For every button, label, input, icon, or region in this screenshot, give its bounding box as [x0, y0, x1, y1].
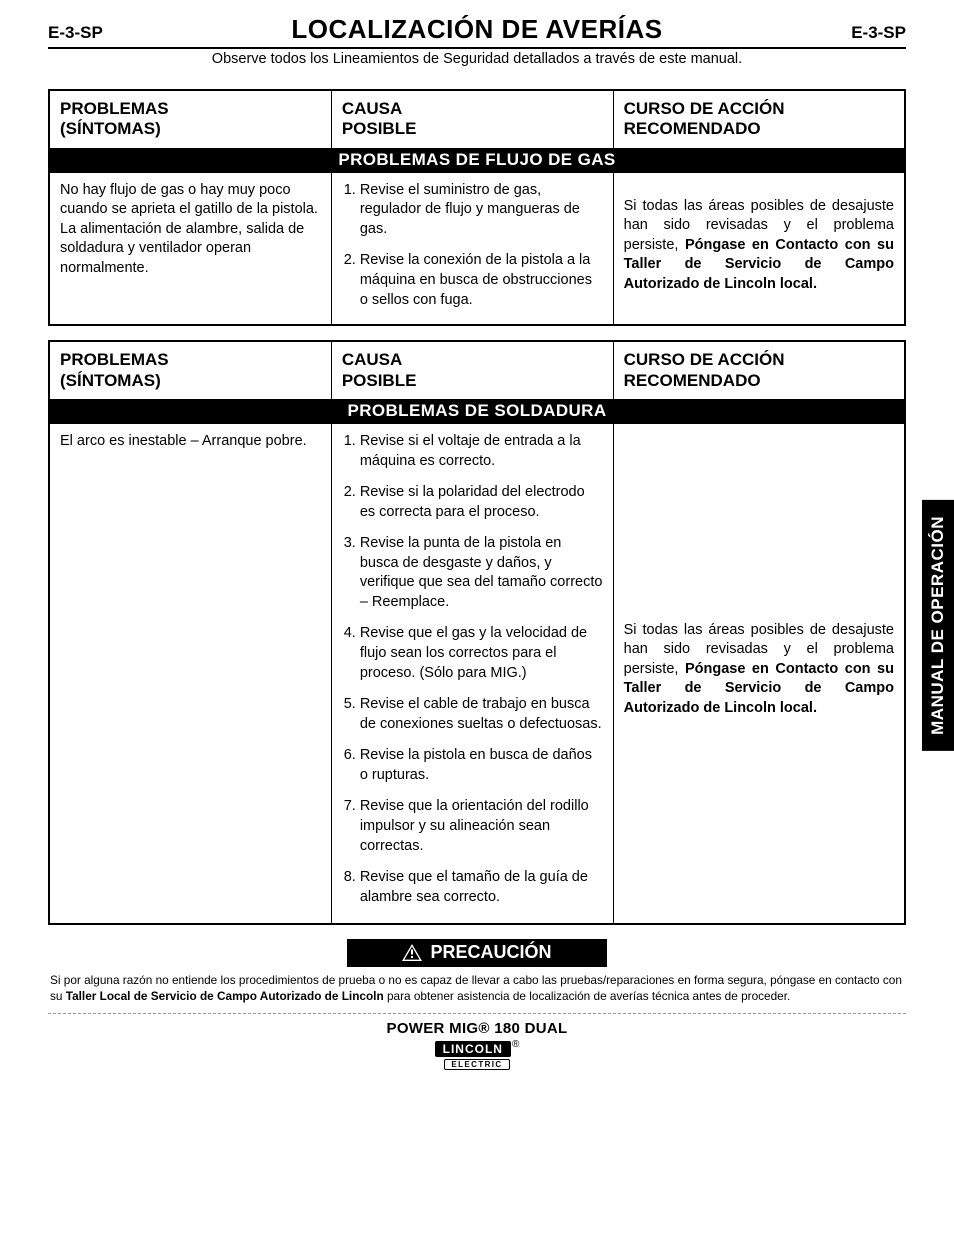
warning-icon [402, 944, 422, 961]
logo-reg-icon: ® [512, 1039, 519, 1050]
table-head: PROBLEMAS (SÍNTOMAS) CAUSA POSIBLE CURSO… [50, 342, 904, 399]
col-header-line: CURSO DE ACCIÓN [624, 350, 785, 369]
action-cell: Si todas las áreas posibles de desajuste… [614, 173, 904, 324]
page: E-3-SP LOCALIZACIÓN DE AVERÍAS E-3-SP Ob… [0, 0, 954, 1080]
caution-bold: Taller Local de Servicio de Campo Autori… [66, 989, 384, 1003]
recommendation-text: Si todas las áreas posibles de desajuste… [624, 197, 894, 295]
table-row: El arco es inestable – Arranque pobre. R… [50, 424, 904, 923]
col-header-symptoms: PROBLEMAS (SÍNTOMAS) [50, 91, 332, 148]
caution-text: Si por alguna razón no entiende los proc… [48, 973, 906, 1005]
troubleshoot-table-gas: PROBLEMAS (SÍNTOMAS) CAUSA POSIBLE CURSO… [48, 89, 906, 326]
action-cell: Si todas las áreas posibles de desajuste… [614, 424, 904, 923]
header-code-right: E-3-SP [851, 23, 906, 43]
list-item: Revise si el voltaje de entrada a la máq… [360, 432, 603, 471]
col-header-action: CURSO DE ACCIÓN RECOMENDADO [614, 91, 904, 148]
logo-top: LINCOLN [435, 1041, 511, 1057]
brand-logo: LINCOLN® ELECTRIC [48, 1039, 906, 1070]
list-item: Revise la punta de la pistola en busca d… [360, 534, 603, 612]
col-header-line: CAUSA [342, 99, 402, 118]
col-header-cause: CAUSA POSIBLE [332, 342, 614, 399]
page-title: LOCALIZACIÓN DE AVERÍAS [291, 14, 662, 45]
header-code-left: E-3-SP [48, 23, 103, 43]
header-subtitle: Observe todos los Lineamientos de Seguri… [48, 51, 906, 67]
col-header-line: POSIBLE [342, 371, 417, 390]
col-header-symptoms: PROBLEMAS (SÍNTOMAS) [50, 342, 332, 399]
table-row: No hay flujo de gas o hay muy poco cuand… [50, 173, 904, 324]
section-bar-weld: PROBLEMAS DE SOLDADURA [50, 399, 904, 424]
caution-bar: PRECAUCIÓN [347, 939, 607, 967]
list-item: Revise que el tamaño de la guía de alamb… [360, 868, 603, 907]
cause-cell: Revise el suministro de gas, regulador d… [332, 173, 614, 324]
col-header-line: RECOMENDADO [624, 119, 761, 138]
col-header-line: POSIBLE [342, 119, 417, 138]
list-item: Revise el cable de trabajo en busca de c… [360, 695, 603, 734]
logo-bottom: ELECTRIC [444, 1059, 510, 1070]
list-item: Revise el suministro de gas, regulador d… [360, 181, 603, 240]
header-row: E-3-SP LOCALIZACIÓN DE AVERÍAS E-3-SP [48, 14, 906, 49]
list-item: Revise que el gas y la velocidad de fluj… [360, 624, 603, 683]
table-head: PROBLEMAS (SÍNTOMAS) CAUSA POSIBLE CURSO… [50, 91, 904, 148]
list-item: Revise que la orientación del rodillo im… [360, 797, 603, 856]
col-header-line: CURSO DE ACCIÓN [624, 99, 785, 118]
list-item: Revise la conexión de la pistola a la má… [360, 251, 603, 310]
col-header-line: (SÍNTOMAS) [60, 371, 161, 390]
col-header-action: CURSO DE ACCIÓN RECOMENDADO [614, 342, 904, 399]
section-bar-gas: PROBLEMAS DE FLUJO DE GAS [50, 148, 904, 173]
col-header-line: PROBLEMAS [60, 99, 169, 118]
col-header-line: CAUSA [342, 350, 402, 369]
caution-label: PRECAUCIÓN [430, 942, 551, 963]
troubleshoot-table-weld: PROBLEMAS (SÍNTOMAS) CAUSA POSIBLE CURSO… [48, 340, 906, 925]
symptom-cell: No hay flujo de gas o hay muy poco cuand… [50, 173, 332, 324]
recommendation-text: Si todas las áreas posibles de desajuste… [624, 621, 894, 719]
col-header-cause: CAUSA POSIBLE [332, 91, 614, 148]
caution-post: para obtener asistencia de localización … [384, 989, 791, 1003]
cause-list: Revise el suministro de gas, regulador d… [342, 181, 603, 310]
symptom-cell: El arco es inestable – Arranque pobre. [50, 424, 332, 923]
col-header-line: PROBLEMAS [60, 350, 169, 369]
cause-cell: Revise si el voltaje de entrada a la máq… [332, 424, 614, 923]
list-item: Revise si la polaridad del electrodo es … [360, 483, 603, 522]
col-header-line: RECOMENDADO [624, 371, 761, 390]
footer-product: POWER MIG® 180 DUAL [48, 1020, 906, 1037]
col-header-line: (SÍNTOMAS) [60, 119, 161, 138]
list-item: Revise la pistola en busca de daños o ru… [360, 746, 603, 785]
cause-list: Revise si el voltaje de entrada a la máq… [342, 432, 603, 907]
dashed-divider [48, 1013, 906, 1014]
